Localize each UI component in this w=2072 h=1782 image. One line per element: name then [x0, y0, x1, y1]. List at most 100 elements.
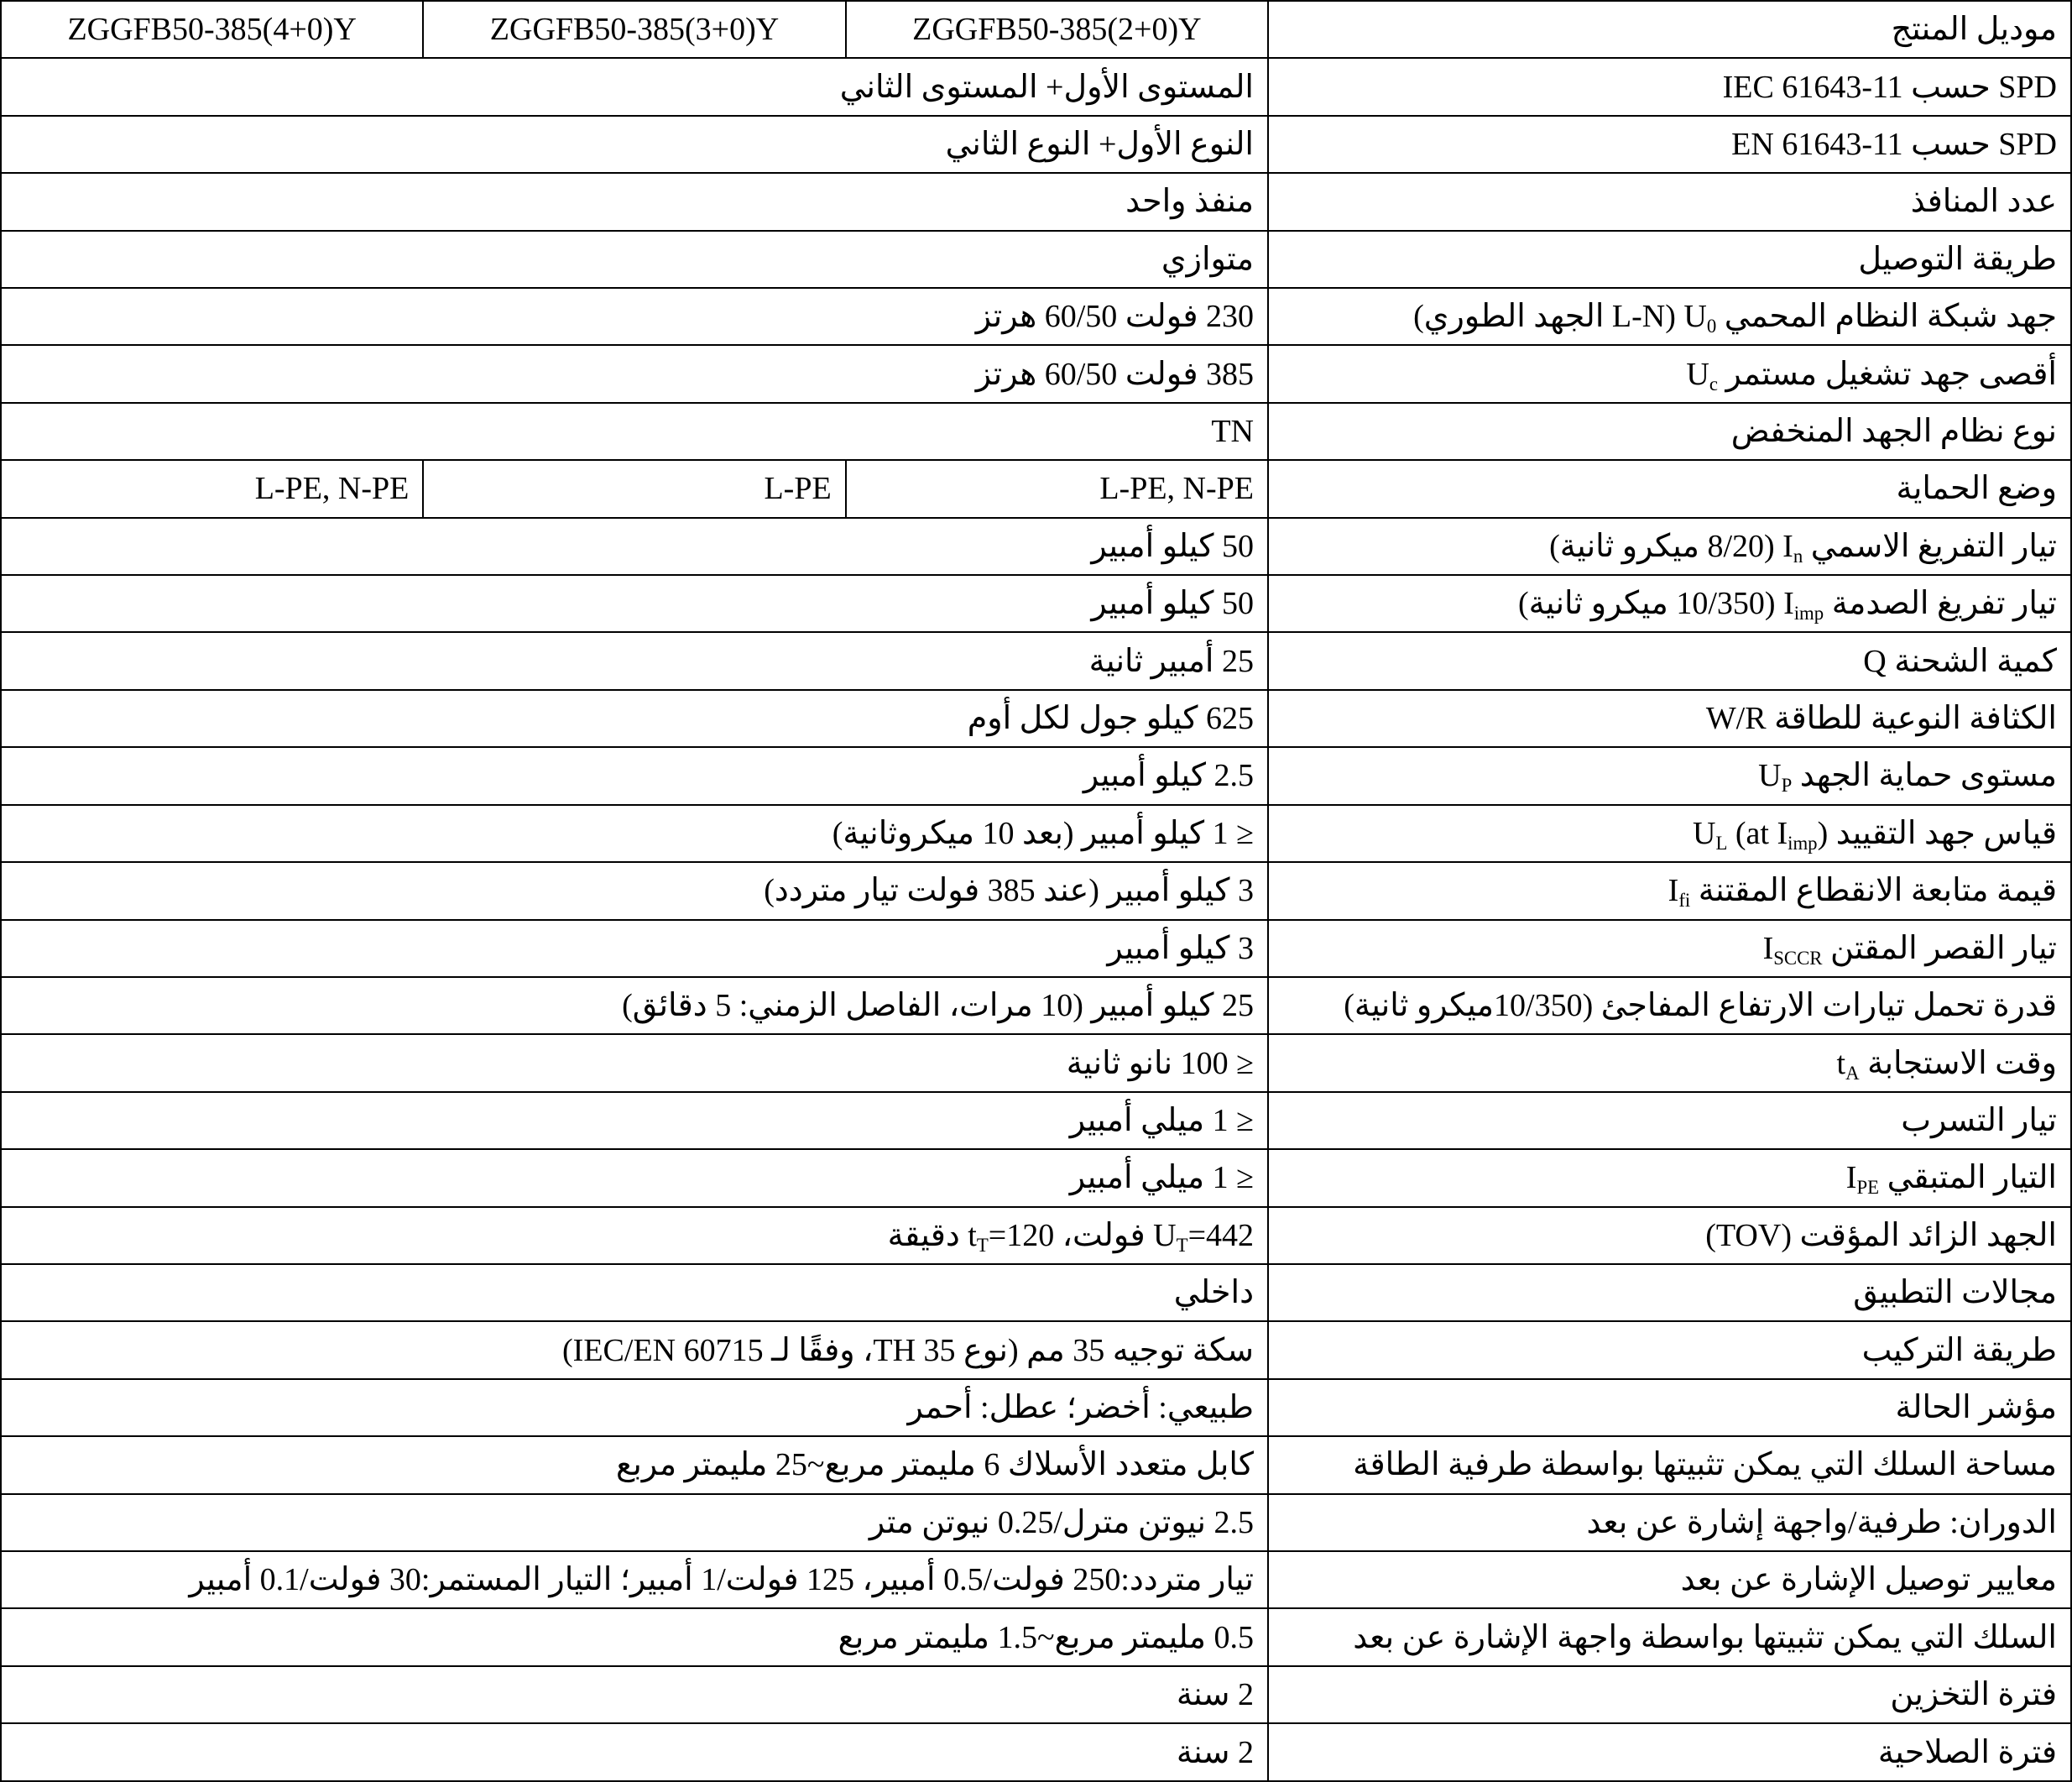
row-label: عدد المنافذ	[1267, 172, 2072, 232]
text-segment: منفذ واحد	[1125, 184, 1254, 220]
table-row: معايير توصيل الإشارة عن بعد تيار متردد:25…	[0, 1549, 2072, 1610]
table-row: نوع نظام الجهد المنخفض TN	[0, 401, 2072, 462]
row-value: ≤ 1 ميلي أمبير	[0, 1148, 1269, 1208]
table-row: طريقة التوصيل متوازي	[0, 229, 2072, 290]
row-value: سكة توجيه 35 مم (نوع TH 35، وفقًا لـ IEC…	[0, 1320, 1269, 1380]
table-row: الجهد الزائد المؤقت (TOV) UT=442 فولت، tT…	[0, 1205, 2072, 1265]
subscript: A	[1845, 1062, 1860, 1084]
table-row: جهد شبكة النظام المحمي U0 (L-N الجهد الط…	[0, 287, 2072, 347]
text-segment: موديل المنتج	[1891, 12, 2057, 48]
text-segment: تيار تفريغ الصدمة	[1824, 586, 2057, 622]
text-segment: التيار المتبقي	[1879, 1160, 2057, 1196]
table-row: تيار القصر المقتن ISCCR 3 كيلو أمبير	[0, 918, 2072, 978]
text-segment: قيمة متابعة الانقطاع المقتنة	[1690, 873, 2057, 909]
text-segment: I	[1668, 873, 1679, 909]
text-segment: =442 فولت، t	[968, 1217, 1254, 1253]
text-segment: وضع الحماية	[1896, 471, 2057, 507]
row-value: متوازي	[0, 229, 1269, 290]
text-segment: الدوران: طرفية/واجهة إشارة عن بعد	[1586, 1504, 2057, 1540]
text-segment: مساحة السلك التي يمكن تثبيتها بواسطة طرف…	[1353, 1447, 2057, 1483]
subscript: fi	[1678, 890, 1691, 912]
text-segment: I	[1762, 930, 1774, 966]
text-segment: SPD حسب IEC 61643-11	[1722, 69, 2057, 105]
subscript: c	[1709, 373, 1718, 395]
text-segment: 25 كيلو أمبير (10 مرات، الفاصل الزمني: 5…	[622, 988, 1254, 1024]
text-segment: مستوى حماية الجهد	[1792, 758, 2057, 794]
row-label: مجالات التطبيق	[1267, 1262, 2072, 1323]
row-label: جهد شبكة النظام المحمي U0 (L-N الجهد الط…	[1267, 287, 2072, 347]
text-segment: قدرة تحمل تيارات الارتفاع المفاجئ (10/35…	[1344, 988, 2057, 1024]
table-row: الكثافة النوعية للطاقة W/R 625 كيلو جول ل…	[0, 688, 2072, 749]
row-value: منفذ واحد	[0, 172, 1269, 232]
text-segment: معايير توصيل الإشارة عن بعد	[1680, 1562, 2057, 1598]
row-value: 50 كيلو أمبير	[0, 516, 1269, 577]
row-label: كمية الشحنة Q	[1267, 631, 2072, 691]
table-row: فترة الصلاحية 2 سنة	[0, 1722, 2072, 1782]
text-segment: 2 سنة	[1176, 1676, 1254, 1712]
text-segment: مجالات التطبيق	[1853, 1275, 2057, 1311]
text-segment: =120 دقيقة	[887, 1217, 1055, 1253]
row-value: 0.5 مليمتر مربع~1.5 مليمتر مربع	[0, 1607, 1269, 1667]
table-row: تيار تفريغ الصدمة Iimp (10/350 ميكرو ثان…	[0, 574, 2072, 634]
table-row: الدوران: طرفية/واجهة إشارة عن بعد 2.5 نيو…	[0, 1492, 2072, 1552]
model-name-cell: ZGGFB50-385(2+0)Y	[844, 0, 1270, 60]
text-segment: قياس جهد التقييد	[1828, 815, 2057, 851]
row-label: موديل المنتج	[1267, 0, 2072, 60]
table-row: وقت الاستجابة tA ≤ 100 نانو ثانية	[0, 1033, 2072, 1093]
text-segment: الكثافة النوعية للطاقة W/R	[1705, 701, 2057, 737]
subscript: SCCR	[1773, 947, 1823, 969]
text-segment: 230 فولت 60/50 هرتز	[975, 299, 1254, 335]
row-label: SPD حسب EN 61643-11	[1267, 114, 2072, 175]
text-segment: تيار القصر المقتن	[1822, 930, 2057, 966]
table-row: تيار التفريغ الاسمي In (8/20 ميكرو ثانية…	[0, 516, 2072, 577]
row-label: التيار المتبقي IPE	[1267, 1148, 2072, 1208]
text-segment: 0.5 مليمتر مربع~1.5 مليمتر مربع	[838, 1619, 1254, 1655]
row-label: فترة التخزين	[1267, 1664, 2072, 1725]
text-segment: 2.5 نيوتن مترل/0.25 نيوتن متر	[869, 1504, 1254, 1540]
subscript: n	[1793, 545, 1803, 567]
row-label: السلك التي يمكن تثبيتها بواسطة واجهة الإ…	[1267, 1607, 2072, 1667]
row-value: 50 كيلو أمبير	[0, 574, 1269, 634]
text-segment: السلك التي يمكن تثبيتها بواسطة واجهة الإ…	[1353, 1619, 2057, 1655]
row-value: 3 كيلو أمبير (عند 385 فولت تيار متردد)	[0, 861, 1269, 921]
subscript: T	[1176, 1234, 1188, 1256]
row-label: وضع الحماية	[1267, 459, 2072, 519]
subscript: P	[1781, 775, 1793, 797]
row-value: 2 سنة	[0, 1722, 1269, 1782]
model-name-cell: ZGGFB50-385(4+0)Y	[0, 0, 425, 60]
text-segment: كابل متعدد الأسلاك 6 مليمتر مربع~25 مليم…	[615, 1447, 1254, 1483]
row-value: TN	[0, 401, 1269, 462]
row-label: تيار التسرب	[1267, 1090, 2072, 1151]
table-row: فترة التخزين 2 سنة	[0, 1664, 2072, 1725]
text-segment: طريقة التوصيل	[1858, 241, 2057, 277]
text-segment: U	[1683, 299, 1707, 335]
row-value: ≤ 100 نانو ثانية	[0, 1033, 1269, 1093]
text-segment: طريقة التركيب	[1861, 1332, 2057, 1368]
table-row: السلك التي يمكن تثبيتها بواسطة واجهة الإ…	[0, 1607, 2072, 1667]
table-row: مستوى حماية الجهد UP 2.5 كيلو أمبير	[0, 746, 2072, 806]
text-segment: ≤ 1 ميلي أمبير	[1069, 1160, 1254, 1196]
row-label: مستوى حماية الجهد UP	[1267, 746, 2072, 806]
row-value: النوع الأول+ النوع الثاني	[0, 114, 1269, 175]
table-row: مساحة السلك التي يمكن تثبيتها بواسطة طرف…	[0, 1435, 2072, 1495]
row-value-cell: L-PE	[422, 459, 847, 519]
text-segment: تيار متردد:250 فولت/0.5 أمبير، 125 فولت/…	[189, 1562, 1254, 1598]
text-segment: وقت الاستجابة	[1859, 1045, 2057, 1081]
subscript: imp	[1793, 603, 1824, 624]
table-row: التيار المتبقي IPE ≤ 1 ميلي أمبير	[0, 1148, 2072, 1208]
text-segment: تيار التسرب	[1901, 1102, 2057, 1138]
row-value: ≤ 1 ميلي أمبير	[0, 1090, 1269, 1151]
text-segment: U	[1686, 356, 1709, 392]
row-label: SPD حسب IEC 61643-11	[1267, 57, 2072, 117]
text-segment: أقصى جهد تشغيل مستمر	[1717, 356, 2057, 392]
row-value: 2.5 كيلو أمبير	[0, 746, 1269, 806]
row-value-cell: L-PE, N-PE	[844, 459, 1270, 519]
table-row: كمية الشحنة Q 25 أمبير ثانية	[0, 631, 2072, 691]
text-segment: ≤ 100 نانو ثانية	[1066, 1045, 1254, 1081]
row-value: داخلي	[0, 1262, 1269, 1323]
text-segment: (10/350 ميكرو ثانية)	[1517, 586, 1784, 622]
text-segment: (L-N الجهد الطوري)	[1413, 299, 1684, 335]
row-value-cell: L-PE, N-PE	[0, 459, 425, 519]
table-row: وضع الحماية L-PE, N-PE L-PE L-PE, N-PE	[0, 459, 2072, 519]
